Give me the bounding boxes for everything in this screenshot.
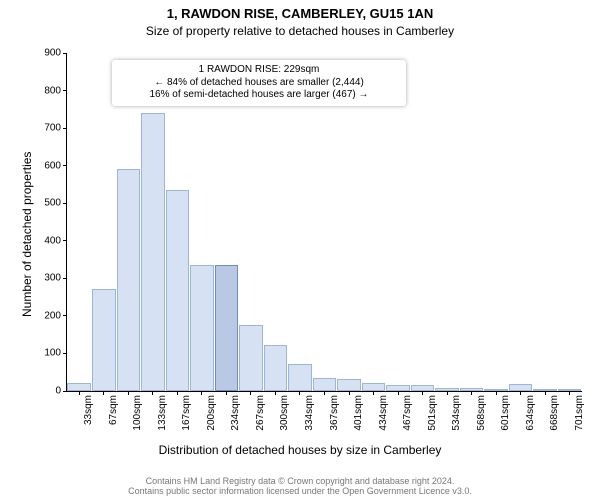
x-tick-mark (79, 391, 80, 395)
x-axis-label: Distribution of detached houses by size … (0, 443, 600, 457)
x-tick-mark (177, 391, 178, 395)
histogram-bar (67, 383, 91, 391)
x-tick-label: 634sqm (525, 395, 536, 431)
x-tick-label: 467sqm (402, 395, 413, 431)
histogram-bar (141, 113, 165, 391)
x-tick-label: 401sqm (353, 395, 364, 431)
histogram-bar (166, 190, 190, 391)
x-tick-mark (447, 391, 448, 395)
histogram-bar (362, 383, 386, 391)
y-tick-label: 300 (44, 273, 67, 284)
annotation-line-2: ← 84% of detached houses are smaller (2,… (120, 77, 398, 90)
x-tick-mark (373, 391, 374, 395)
x-tick-mark (275, 391, 276, 395)
highlight-bar (215, 265, 239, 391)
x-tick-mark (520, 391, 521, 395)
histogram-bar (288, 364, 312, 391)
x-tick-mark (250, 391, 251, 395)
x-tick-mark (471, 391, 472, 395)
x-tick-label: 200sqm (206, 395, 217, 431)
histogram-bar (337, 379, 361, 391)
y-tick-label: 900 (44, 48, 67, 59)
x-tick-mark (128, 391, 129, 395)
x-tick-label: 701sqm (574, 395, 585, 431)
x-tick-mark (349, 391, 350, 395)
histogram-bar (92, 289, 116, 391)
x-tick-mark (398, 391, 399, 395)
x-tick-mark (422, 391, 423, 395)
chart-container: 1, RAWDON RISE, CAMBERLEY, GU15 1AN Size… (0, 0, 600, 500)
x-tick-label: 67sqm (108, 395, 119, 425)
x-tick-label: 100sqm (132, 395, 143, 431)
annotation-line-1: 1 RAWDON RISE: 229sqm (120, 64, 398, 77)
y-axis-label: Number of detached properties (20, 152, 34, 317)
y-tick-label: 800 (44, 85, 67, 96)
x-tick-label: 334sqm (304, 395, 315, 431)
histogram-bar (313, 378, 337, 391)
x-tick-label: 367sqm (329, 395, 340, 431)
x-tick-mark (152, 391, 153, 395)
x-tick-mark (569, 391, 570, 395)
x-tick-mark (496, 391, 497, 395)
annotation-box: 1 RAWDON RISE: 229sqm ← 84% of detached … (112, 60, 406, 106)
y-tick-label: 600 (44, 160, 67, 171)
y-tick-label: 500 (44, 198, 67, 209)
chart-title: 1, RAWDON RISE, CAMBERLEY, GU15 1AN (0, 6, 600, 21)
footer-line-2: Contains public sector information licen… (0, 486, 600, 496)
x-tick-label: 601sqm (500, 395, 511, 431)
histogram-bar (264, 345, 288, 391)
annotation-line-3: 16% of semi-detached houses are larger (… (120, 89, 398, 102)
histogram-bar (117, 169, 141, 391)
x-tick-label: 568sqm (476, 395, 487, 431)
footer: Contains HM Land Registry data © Crown c… (0, 476, 600, 496)
y-tick-label: 400 (44, 235, 67, 246)
x-tick-mark (103, 391, 104, 395)
x-tick-mark (299, 391, 300, 395)
x-tick-mark (545, 391, 546, 395)
x-tick-mark (324, 391, 325, 395)
x-tick-label: 234sqm (230, 395, 241, 431)
chart-subtitle: Size of property relative to detached ho… (0, 24, 600, 38)
y-tick-label: 700 (44, 123, 67, 134)
y-tick-label: 0 (55, 386, 67, 397)
x-tick-label: 668sqm (549, 395, 560, 431)
x-tick-label: 434sqm (378, 395, 389, 431)
histogram-bar (239, 325, 263, 391)
x-tick-mark (201, 391, 202, 395)
x-tick-label: 300sqm (279, 395, 290, 431)
x-tick-label: 267sqm (255, 395, 266, 431)
x-tick-mark (226, 391, 227, 395)
y-tick-label: 200 (44, 310, 67, 321)
y-tick-label: 100 (44, 348, 67, 359)
footer-line-1: Contains HM Land Registry data © Crown c… (0, 476, 600, 486)
x-tick-label: 133sqm (157, 395, 168, 431)
x-tick-label: 534sqm (451, 395, 462, 431)
histogram-bar (190, 265, 214, 391)
x-tick-label: 501sqm (427, 395, 438, 431)
x-tick-label: 167sqm (181, 395, 192, 431)
x-tick-label: 33sqm (83, 395, 94, 425)
histogram-bar (509, 384, 533, 391)
